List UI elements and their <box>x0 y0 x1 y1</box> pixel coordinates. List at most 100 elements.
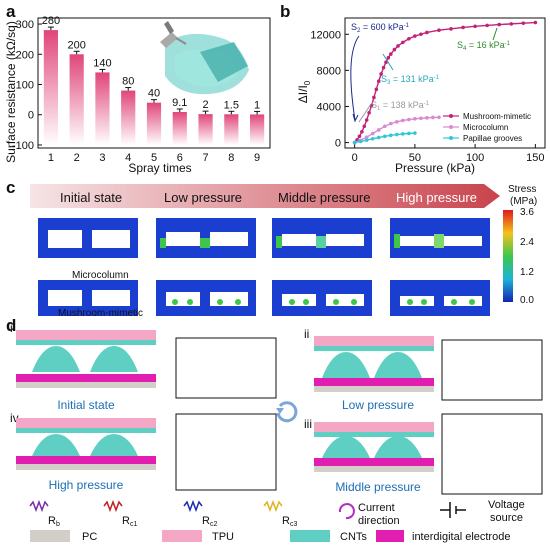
series-point <box>376 79 381 83</box>
panel-c-simulation: Initial state Low pressure Middle pressu… <box>30 184 537 316</box>
x-tick-label: 1 <box>48 152 54 164</box>
legend-current-2: direction <box>358 515 400 527</box>
svg-text:S4 = 16 kPa-1: S4 = 16 kPa-1 <box>457 40 511 52</box>
series-point <box>376 135 381 140</box>
series-point <box>419 116 423 121</box>
annotation-s2: S2 = 600 kPa-1 <box>350 22 410 123</box>
series-point <box>396 44 400 48</box>
resistor-rc2-icon <box>183 499 203 513</box>
x-tick-label: 50 <box>409 152 421 164</box>
bar <box>146 102 162 145</box>
series-point <box>388 52 393 56</box>
series-point <box>358 139 363 144</box>
chart-a: -100 0 100 200 300 280 1 200 2 140 3 80 4 40 5 9.1 6 2 7 1… <box>4 15 271 175</box>
series-point <box>392 47 397 52</box>
panel-label-d: d <box>6 316 17 335</box>
legend-pc: PC <box>82 531 97 543</box>
bar <box>172 111 187 145</box>
chart-a-axes: -100 0 100 200 300 <box>12 17 271 152</box>
x-tick-label: 6 <box>177 152 183 164</box>
series-point <box>407 117 411 122</box>
panel-d-schematic: i Initial state ii Low pressure iv <box>10 321 543 543</box>
series-point <box>370 136 375 141</box>
series-point <box>401 40 405 45</box>
chart-a-labels: 280 1 200 2 140 3 80 4 40 5 9.1 6 2 7 1.5 8 1 9 <box>42 15 260 164</box>
bar-value-label: 9.1 <box>172 97 187 109</box>
series-point <box>379 72 383 76</box>
series-point <box>401 118 405 123</box>
series-point <box>413 117 417 121</box>
legend-cnts: CNTs <box>340 531 367 543</box>
series-point <box>372 95 376 100</box>
bar-value-label: 1 <box>254 99 260 111</box>
series-point <box>364 135 369 139</box>
current-direction-icon <box>338 503 355 520</box>
pressure-arrow <box>30 184 500 208</box>
legend-mushroom: Mushroom-mimetic <box>463 112 531 121</box>
state-iv: iv High pressure <box>10 411 277 492</box>
series-point <box>376 128 381 132</box>
series-point <box>362 124 367 129</box>
series-point <box>437 115 441 120</box>
series-point <box>381 65 386 70</box>
series-point <box>367 110 371 115</box>
series-point <box>364 118 369 122</box>
x-tick-label: 100 <box>466 152 484 164</box>
colorbar-title: Stress <box>508 184 536 195</box>
state-iii: iii Middle pressure <box>304 413 543 495</box>
svg-text:S1 = 138 kPa-1: S1 = 138 kPa-1 <box>371 100 430 112</box>
colorbar-tick-1: 2.4 <box>520 237 534 248</box>
bar <box>250 114 265 145</box>
x-tick-label: 9 <box>254 152 260 164</box>
sublabel-i: i <box>10 321 13 335</box>
series-point <box>357 134 362 139</box>
svg-text:S2 = 600 kPa-1: S2 = 600 kPa-1 <box>351 22 410 34</box>
series-point <box>449 27 453 31</box>
series-point <box>388 121 393 126</box>
y-tick-label: 12000 <box>310 29 341 41</box>
stage-middle: Middle pressure <box>278 190 371 205</box>
series-point <box>413 131 417 135</box>
panel-label-b: b <box>280 2 291 21</box>
series-point <box>382 134 387 139</box>
series-point <box>374 87 379 92</box>
swatch-pc <box>30 530 70 542</box>
y-tick-label: -100 <box>12 140 34 152</box>
bar <box>121 90 136 145</box>
y-tick-label: 4000 <box>317 101 341 113</box>
legend-rc1: Rc1 <box>122 515 137 528</box>
caption-ii: Low pressure <box>342 398 414 412</box>
bar <box>43 30 58 145</box>
series-point <box>521 21 526 25</box>
series-point <box>384 60 388 65</box>
series-point <box>395 132 399 137</box>
mushroom-row: Mushroom-mimetic <box>38 280 490 316</box>
series-point <box>425 30 429 35</box>
y-tick-label: 200 <box>16 49 34 61</box>
sublabel-iv: iv <box>10 411 19 425</box>
series-point <box>401 132 405 136</box>
annotation-s3: S3 = 131 kPa-1 <box>381 53 440 86</box>
chart-a-frame <box>37 17 271 149</box>
stage-initial: Initial state <box>60 190 122 205</box>
legend-electrode: interdigital electrode <box>412 531 510 543</box>
spray-illustration <box>160 21 249 95</box>
series-point <box>382 124 387 129</box>
series-point <box>473 24 477 29</box>
bar-value-label: 140 <box>93 57 111 69</box>
legend-resistors: Rb Rc1 Rc2 Rc3 Current direction Voltage… <box>29 499 525 528</box>
x-tick-label: 2 <box>74 152 80 164</box>
series-point <box>431 115 435 120</box>
series-point <box>370 131 375 136</box>
series-point <box>497 22 502 27</box>
annotation-s1: S1 = 138 kPa-1 <box>358 100 430 123</box>
x-tick-label: 0 <box>352 152 358 164</box>
series-point <box>388 133 393 138</box>
x-tick-label: 4 <box>125 152 131 164</box>
legend-rb: Rb <box>48 515 60 528</box>
chart-b-frame <box>344 17 546 149</box>
resistor-rc1-icon <box>103 499 123 513</box>
colorbar-tick-0: 3.6 <box>520 207 534 218</box>
sublabel-iii: iii <box>304 417 312 431</box>
chart-b-series <box>352 20 538 145</box>
